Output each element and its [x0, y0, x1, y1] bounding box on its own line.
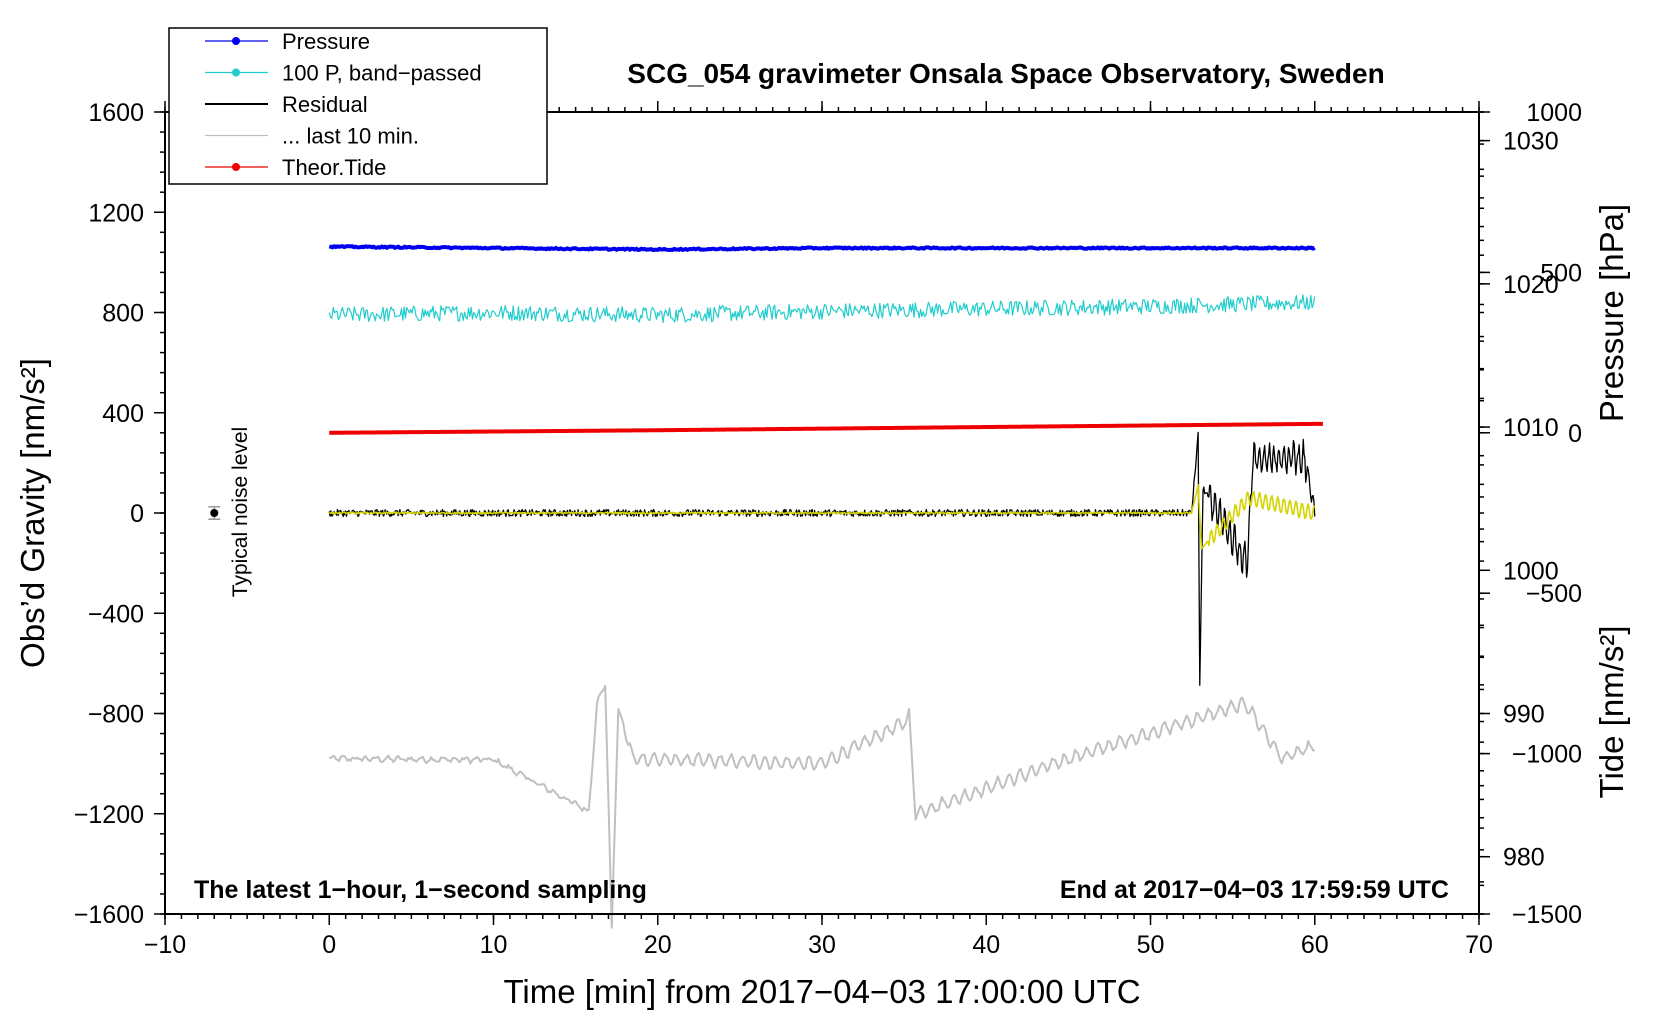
legend-marker-1 — [232, 68, 240, 77]
y-left-tick-label: −1200 — [74, 801, 144, 829]
y-axis-label-pressure: Pressure [hPa] — [1593, 204, 1630, 422]
x-tick-label: 70 — [1465, 931, 1493, 959]
legend-marker-0 — [232, 37, 240, 45]
noise-point — [210, 509, 219, 517]
y-left-tick-label: 400 — [102, 400, 144, 428]
tide-tick-label: 0 — [1568, 420, 1582, 448]
series-layer — [328, 244, 1324, 929]
x-tick-label: 40 — [972, 931, 1000, 959]
tide-tick-label: 500 — [1540, 259, 1582, 287]
x-tick-label: 30 — [808, 931, 836, 959]
noise-level-label: Typical noise level — [229, 427, 252, 597]
legend-label-4: Theor.Tide — [282, 155, 386, 180]
x-tick-label: 20 — [644, 931, 672, 959]
y-left-tick-label: 1600 — [88, 99, 144, 127]
chart-title: SCG_054 gravimeter Onsala Space Observat… — [627, 58, 1384, 89]
tide-tick-label: −1000 — [1512, 741, 1582, 769]
x-tick-label: 0 — [322, 931, 336, 959]
sampling-note: The latest 1−hour, 1−second sampling — [194, 876, 647, 904]
series-line-5 — [328, 483, 1316, 550]
legend-label-3: ... last 10 min. — [282, 124, 419, 149]
pressure-tick-label: 990 — [1503, 701, 1545, 729]
series-line-3 — [329, 684, 1316, 929]
y-axis-label-left: Obs’d Gravity [nm/s²] — [14, 358, 51, 668]
end-time-note: End at 2017−04−03 17:59:59 UTC — [1060, 876, 1449, 904]
legend: Pressure 100 P, band−passed Residual ... la… — [168, 27, 548, 185]
legend-box — [168, 27, 548, 185]
legend-marker-4 — [232, 163, 240, 171]
y-left-tick-label: −1600 — [74, 901, 144, 929]
tide-tick-label: −500 — [1526, 580, 1582, 608]
pressure-tick-label: 1030 — [1503, 128, 1559, 156]
tide-tick-label: −1500 — [1512, 901, 1582, 929]
series-line-0 — [328, 244, 1316, 253]
series-line-1 — [328, 294, 1316, 324]
pressure-tick-label: 980 — [1503, 844, 1545, 872]
x-tick-label: 60 — [1301, 931, 1329, 959]
y-left-tick-label: −400 — [88, 600, 144, 628]
series-line-4 — [328, 421, 1324, 435]
y-left-tick-label: −800 — [88, 701, 144, 729]
tide-tick-label: 1000 — [1526, 99, 1582, 127]
series-line-2 — [328, 431, 1316, 686]
y-left-tick-label: 1200 — [88, 199, 144, 227]
noise-level-marker — [208, 505, 221, 521]
legend-label-0: Pressure — [282, 29, 370, 54]
pressure-tick-label: 1000 — [1503, 557, 1559, 585]
x-tick-label: −10 — [144, 931, 186, 959]
legend-label-1: 100 P, band−passed — [282, 61, 482, 86]
pressure-tick-label: 1020 — [1503, 271, 1559, 299]
x-tick-label: 50 — [1137, 931, 1165, 959]
x-axis-label: Time [min] from 2017−04−03 17:00:00 UTC — [503, 973, 1140, 1010]
y-left-tick-label: 0 — [130, 500, 144, 528]
y-axis-label-tide: Tide [nm/s²] — [1593, 626, 1630, 799]
y-left-tick-label: 800 — [102, 300, 144, 328]
pressure-tick-label: 1010 — [1503, 414, 1559, 442]
ticks-layer: −10 0 10 20 30 40 50 60 70160012008004000−400−80… — [74, 99, 1582, 959]
x-tick-label: 10 — [480, 931, 508, 959]
legend-label-2: Residual — [282, 92, 368, 117]
